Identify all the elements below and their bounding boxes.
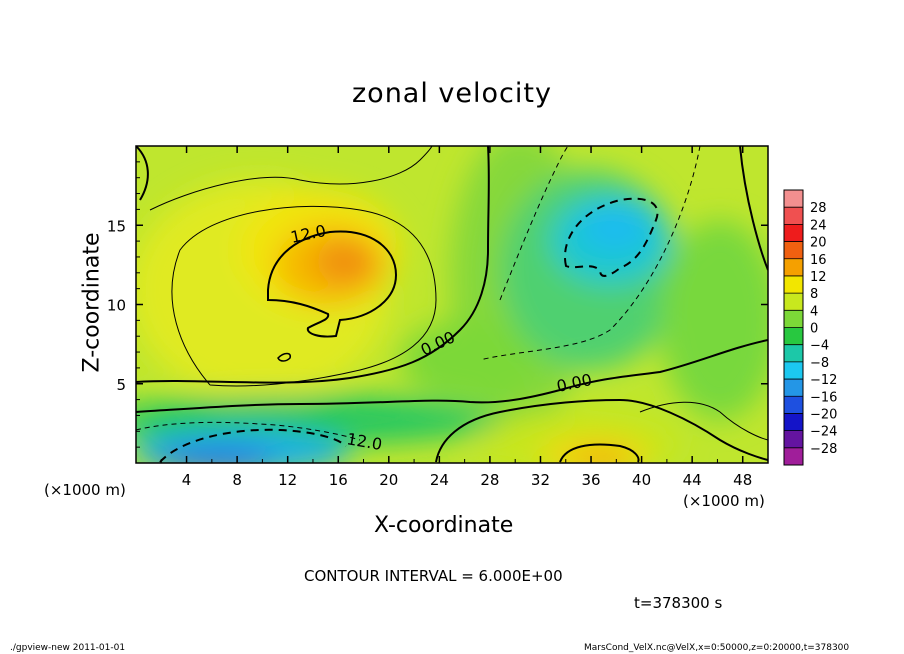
x-unit-label: (×1000 m): [44, 481, 126, 499]
x-axis: 4 8 12 16 20 24 28 32 36 40 44 48: [160, 146, 752, 489]
x-tick-label: 24: [430, 471, 449, 489]
x-axis-label: X-coordinate: [374, 513, 514, 538]
colorbar-label: −24: [810, 425, 837, 440]
y-unit-label: (×1000 m): [683, 492, 765, 510]
colorbar: 28 24 20 16 12 8 4 0 −4 −8 −12 −16 −20 −24 −28: [783, 189, 837, 466]
colorbar-swatch: [784, 327, 803, 346]
x-tick-label: 16: [329, 471, 348, 489]
x-tick-label: 48: [733, 471, 752, 489]
colorbar-swatch: [784, 190, 803, 208]
x-tick-label: 40: [632, 471, 651, 489]
velocity-field: [136, 146, 768, 463]
colorbar-swatch: [784, 413, 803, 432]
colorbar-swatch: [784, 344, 803, 363]
colorbar-label: −8: [810, 356, 829, 371]
footer-left: ./gpview-new 2011-01-01: [10, 643, 126, 653]
y-tick-label: 5: [116, 376, 126, 394]
footer-right: MarsCond_VelX.nc@VelX,x=0:50000,z=0:2000…: [584, 643, 850, 653]
y-tick-label: 10: [107, 297, 126, 315]
chart-title: zonal velocity: [352, 78, 552, 109]
x-tick-label: 8: [232, 471, 242, 489]
x-tick-label: 12: [278, 471, 297, 489]
colorbar-swatch: [784, 396, 803, 414]
colorbar-label: 24: [810, 218, 827, 233]
colorbar-swatch: [784, 379, 803, 397]
x-tick-label: 20: [379, 471, 398, 489]
colorbar-swatch: [784, 447, 803, 466]
colorbar-swatch: [784, 361, 803, 380]
x-tick-label: 44: [683, 471, 702, 489]
colorbar-swatch: [784, 207, 803, 225]
time-label: t=378300 s: [634, 594, 723, 612]
colorbar-label: −4: [810, 339, 829, 354]
colorbar-label: −16: [810, 390, 837, 405]
contour-interval: CONTOUR INTERVAL = 6.000E+00: [304, 567, 563, 585]
colorbar-label: 4: [810, 304, 818, 319]
colorbar-label: 16: [810, 253, 827, 268]
colorbar-label: −12: [810, 373, 837, 388]
x-tick-label: 28: [480, 471, 499, 489]
colorbar-swatch: [784, 258, 803, 277]
colorbar-swatch: [784, 430, 803, 449]
colorbar-label: 8: [810, 287, 818, 302]
contour-lines: [136, 146, 768, 463]
colorbar-swatch: [784, 241, 803, 260]
colorbar-swatch: [784, 275, 803, 294]
x-tick-label: 4: [182, 471, 192, 489]
colorbar-swatch: [784, 310, 803, 328]
y-axis-label: Z-coordinate: [79, 232, 105, 373]
colorbar-label: 0: [810, 322, 818, 337]
x-tick-label: 36: [581, 471, 600, 489]
colorbar-label: 20: [810, 236, 827, 251]
colorbar-label: −20: [810, 407, 837, 422]
colorbar-swatch: [784, 293, 803, 311]
colorbar-swatch: [784, 224, 803, 243]
colorbar-label: −28: [810, 442, 837, 457]
colorbar-label: 28: [810, 201, 827, 216]
x-tick-label: 32: [531, 471, 550, 489]
y-tick-label: 15: [107, 217, 126, 235]
y-axis: 5 10 15: [107, 161, 768, 448]
colorbar-label: 12: [810, 270, 827, 285]
